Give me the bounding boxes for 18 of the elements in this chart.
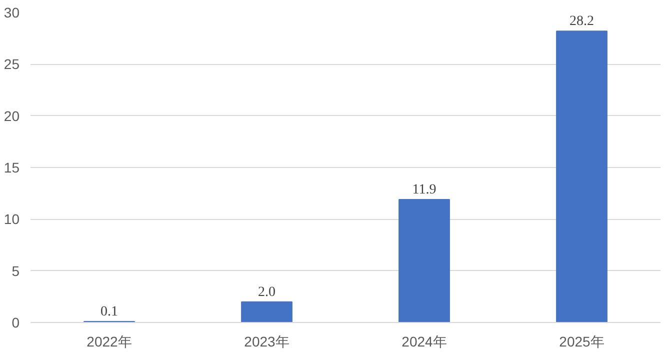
x-tick-label: 2025年 xyxy=(559,334,604,350)
data-label: 2.0 xyxy=(258,284,276,300)
y-tick-label: 25 xyxy=(4,56,20,72)
x-tick-label: 2024年 xyxy=(402,334,447,350)
y-tick-label: 30 xyxy=(4,4,20,20)
data-label: 0.1 xyxy=(100,304,118,320)
x-tick-label: 2023年 xyxy=(244,334,290,350)
data-label: 11.9 xyxy=(412,182,436,198)
data-label: 28.2 xyxy=(570,14,594,30)
x-tick-label: 2022年 xyxy=(86,334,132,350)
y-tick-label: 10 xyxy=(4,211,20,228)
y-tick-label: 20 xyxy=(4,108,20,124)
y-tick-label: 0 xyxy=(12,314,20,330)
y-tick-label: 15 xyxy=(4,160,20,176)
bar xyxy=(556,30,608,322)
y-tick-label: 5 xyxy=(12,262,20,279)
bar xyxy=(241,301,292,322)
bar xyxy=(398,199,450,322)
